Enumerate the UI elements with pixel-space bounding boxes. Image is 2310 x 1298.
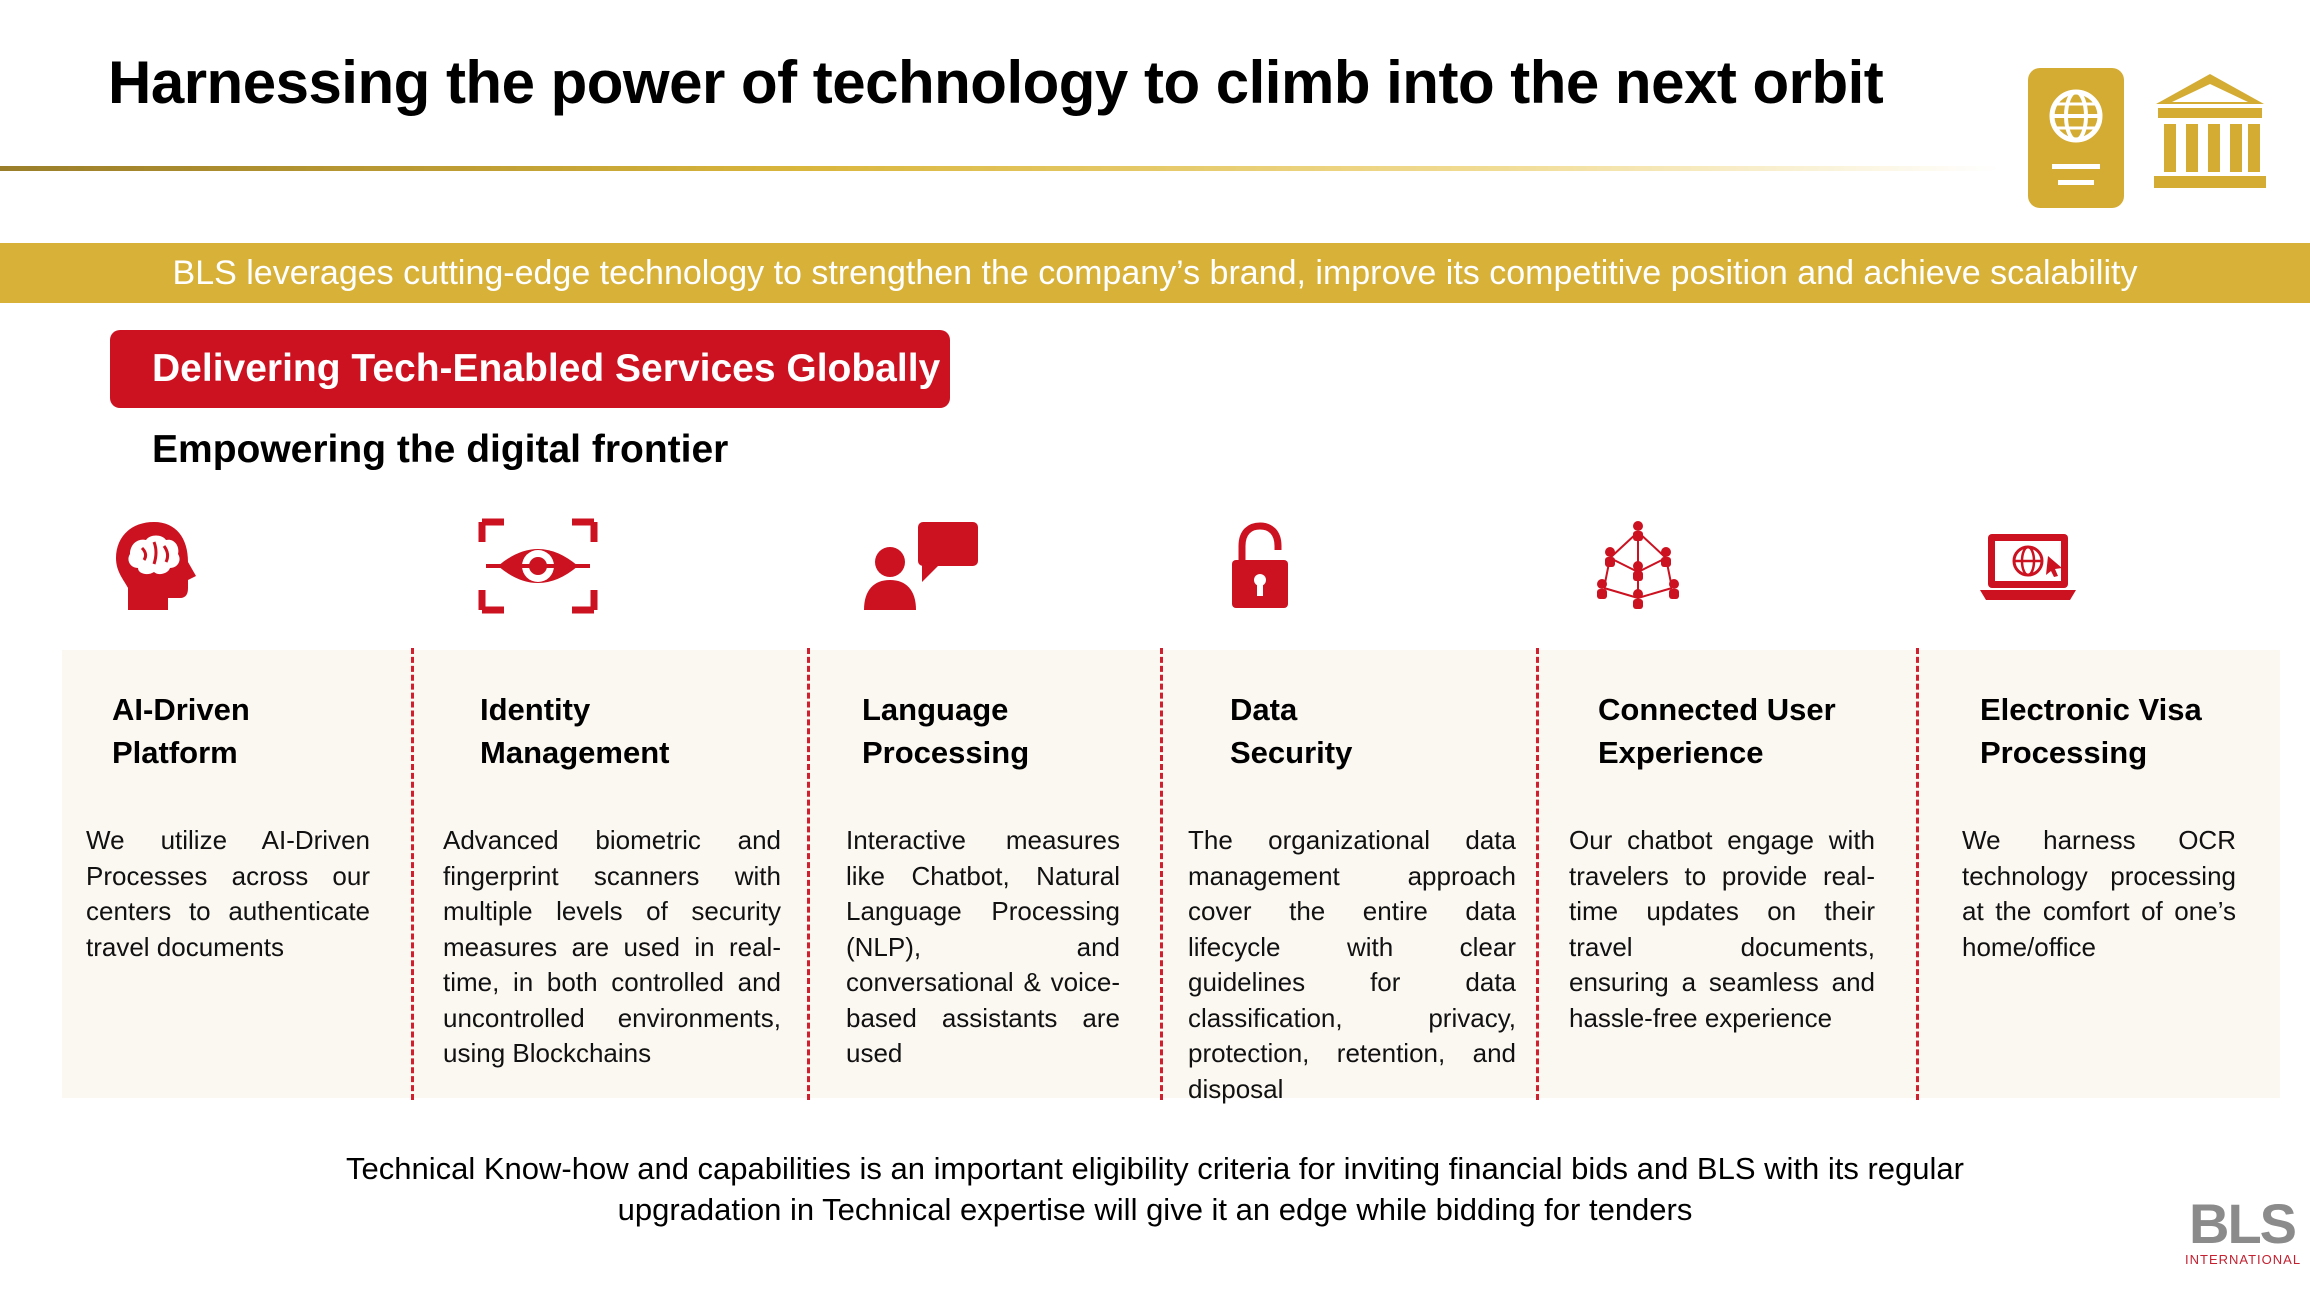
tagline-banner: BLS leverages cutting-edge technology to… [0,243,2310,303]
government-building-icon [2150,70,2270,192]
column-description-electronic-visa-processing: We harness OCR technology processing at … [1962,825,2236,962]
column-title-identity-management: Identity Management [480,692,670,770]
column-divider [1916,648,1919,1100]
laptop-globe-icon [1978,528,2076,624]
section-subheading: Empowering the digital frontier [152,428,729,471]
bls-logo: BLS INTERNATIONAL [2185,1192,2302,1268]
services-panel [62,650,2280,1098]
title-underline [0,166,2000,171]
footer-note: Technical Know-how and capabilities is a… [346,1151,1964,1227]
passport-icon [2028,68,2124,208]
padlock-icon [1230,522,1326,618]
column-description-language-processing: Interactive measures like Chatbot, Natur… [846,825,1120,1068]
column-description-connected-user-experience: Our chatbot engage with travelers to pro… [1569,825,1875,1033]
column-title-electronic-visa-processing: Electronic Visa Processing [1980,692,2202,770]
person-chat-icon [862,518,978,614]
section-label-pill: Delivering Tech-Enabled Services Globall… [110,330,950,408]
column-divider [1160,648,1163,1100]
column-title-language-processing: Language Processing [862,692,1030,770]
column-description-data-security: The organizational data management appro… [1188,825,1516,1104]
brain-head-icon [108,518,204,614]
column-description-identity-management: Advanced biometric and fingerprint scann… [443,825,781,1068]
column-divider [807,648,810,1100]
page-title: Harnessing the power of technology to cl… [108,49,1884,116]
column-title-ai-driven-platform: AI-Driven Platform [112,692,250,770]
column-divider [1536,648,1539,1100]
network-people-icon [1590,518,1686,614]
column-description-ai-driven-platform: We utilize AI-Driven Processes across ou… [86,825,370,962]
column-title-connected-user-experience: Connected User Experience [1598,692,1836,770]
column-divider [411,648,414,1100]
column-title-data-security: Data Security [1230,692,1353,770]
eye-scan-icon [478,518,598,614]
